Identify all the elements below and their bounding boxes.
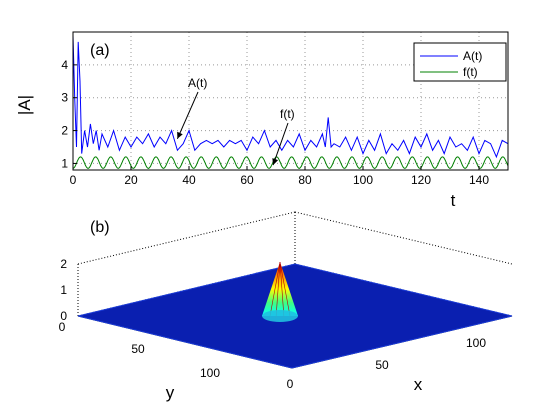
panel-b-label: (b) [90, 219, 110, 236]
y-axis-label-3d: y [166, 383, 175, 402]
annotation-A: A(t) [176, 76, 207, 139]
peak-mesh-line [279, 261, 291, 317]
annotation-f-arrow [272, 122, 289, 166]
x-tick-label: 120 [411, 173, 431, 187]
z-tick-label: 2 [60, 257, 67, 271]
legend: A(t) f(t) [413, 42, 507, 82]
series-A-line [72, 35, 509, 159]
annotation-A-text: A(t) [188, 76, 207, 90]
y-ticks: 0 50 100 [59, 320, 221, 380]
panel-a-line-chart: 0 20 40 60 80 100 120 140 1 2 3 4 (a) |A| t A(t) f(… [15, 31, 509, 210]
peak-mesh-line [269, 261, 281, 317]
x-tick-label: 50 [375, 358, 389, 372]
x-tick-label: 100 [353, 173, 373, 187]
series-A-path [72, 35, 509, 159]
y-tick-label: 2 [61, 124, 68, 138]
x-tick-label: 140 [469, 173, 489, 187]
x-tick-label: 60 [240, 173, 254, 187]
x-tick-label: 40 [182, 173, 196, 187]
y-tick-label: 0 [59, 320, 66, 334]
x-tick-label: 0 [70, 173, 77, 187]
panel-a-label: (a) [90, 42, 110, 59]
x-ticks: 0 50 100 [287, 336, 487, 391]
peak-body [262, 262, 298, 316]
legend-entry-A: A(t) [463, 49, 482, 63]
x-axis-label-3d: x [414, 375, 423, 394]
y-tick-label: 100 [200, 366, 220, 380]
box-top-back-right [294, 211, 513, 265]
legend-entry-f: f(t) [463, 65, 478, 79]
annotation-A-arrow [176, 91, 199, 139]
z-tick-label: 1 [60, 283, 67, 297]
x-tick-label: 100 [466, 336, 486, 350]
panel-b-surface-plot: (b) 0 1 2 [59, 211, 513, 402]
annotation-f: f(t) [272, 107, 295, 166]
y-tick-label: 3 [61, 91, 68, 105]
x-tick-label: 20 [124, 173, 138, 187]
annotation-f-arrowhead [272, 158, 279, 166]
panel-a-ticks: 0 20 40 60 80 100 120 140 1 2 3 4 [61, 58, 489, 187]
surface-floor-edge [77, 263, 513, 369]
y-axis-label: |A| [15, 95, 34, 115]
box-top-back-left [77, 211, 296, 265]
legend-box [413, 42, 507, 82]
y-tick-label: 1 [61, 156, 68, 170]
peak-base [262, 310, 298, 322]
z-tick-label: 0 [60, 309, 67, 323]
panel-a-frame [72, 31, 509, 171]
series-f-path [72, 156, 509, 169]
peak-mesh-line [279, 261, 285, 319]
peak-mesh-line [275, 261, 281, 319]
series-f-line [72, 156, 509, 169]
surface-peak [262, 261, 298, 322]
y-tick-label: 4 [61, 58, 68, 72]
x-axis-label: t [451, 191, 456, 210]
x-tick-label: 80 [298, 173, 312, 187]
annotation-f-text: f(t) [280, 107, 295, 121]
y-tick-label: 50 [131, 342, 145, 356]
z-ticks: 0 1 2 [60, 257, 67, 323]
x-tick-label: 0 [287, 377, 294, 391]
annotation-A-arrowhead [177, 131, 183, 139]
